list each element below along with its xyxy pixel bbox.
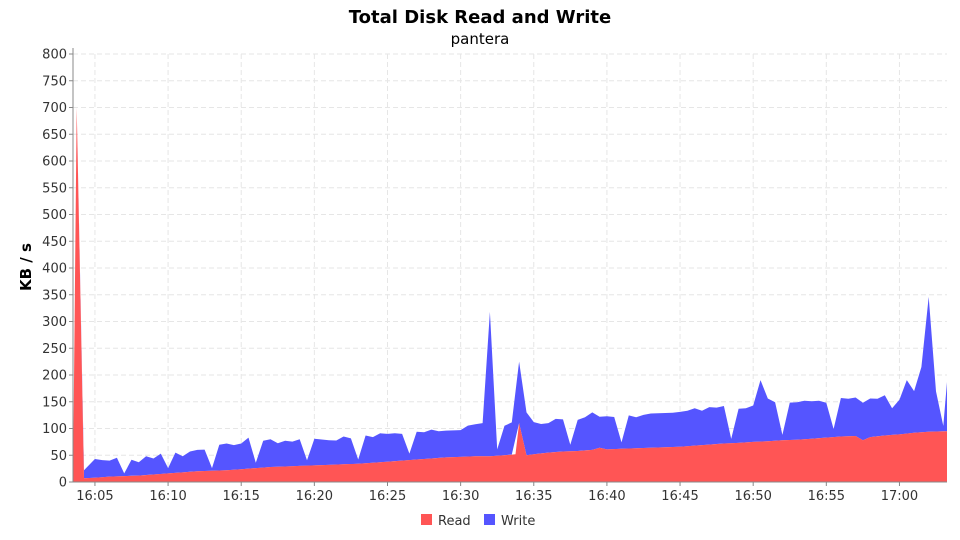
x-tick-label: 16:30 <box>442 489 479 504</box>
chart-title: Total Disk Read and Write <box>349 7 611 28</box>
legend-write-swatch <box>484 514 495 525</box>
series-read-area <box>73 107 947 482</box>
x-tick-label: 16:15 <box>222 489 259 504</box>
y-tick-label: 500 <box>42 208 67 223</box>
y-tick-label: 600 <box>42 155 67 170</box>
legend-read-label: Read <box>438 514 471 529</box>
legend: Read Write <box>421 514 535 529</box>
x-tick-label: 16:10 <box>149 489 186 504</box>
y-tick-label: 200 <box>42 369 67 384</box>
chart-subtitle: pantera <box>451 30 510 48</box>
x-tick-label: 16:05 <box>76 489 113 504</box>
y-tick-label: 300 <box>42 315 67 330</box>
y-tick-label: 400 <box>42 262 67 277</box>
y-tick-label: 350 <box>42 288 67 303</box>
x-tick-label: 16:55 <box>808 489 845 504</box>
x-tick-label: 16:40 <box>588 489 625 504</box>
x-tick-label: 16:45 <box>661 489 698 504</box>
legend-read-swatch <box>421 514 432 525</box>
y-tick-label: 0 <box>59 476 67 491</box>
x-tick-label: 17:00 <box>881 489 918 504</box>
y-tick-label: 450 <box>42 235 67 250</box>
y-tick-label: 800 <box>42 48 67 63</box>
y-tick-label: 100 <box>42 422 67 437</box>
y-tick-label: 700 <box>42 101 67 116</box>
y-tick-label: 50 <box>50 449 67 464</box>
legend-write-label: Write <box>501 514 535 529</box>
x-tick-label: 16:35 <box>515 489 552 504</box>
y-tick-label: 650 <box>42 128 67 143</box>
plot-areas <box>73 107 947 482</box>
y-tick-label: 550 <box>42 181 67 196</box>
y-axis-label: KB / s <box>17 243 35 291</box>
axes: 0 50 100 150 200 250 300 350 400 450 500 550 600 650 7… <box>42 48 947 504</box>
y-tick-label: 250 <box>42 342 67 357</box>
x-tick-label: 16:25 <box>369 489 406 504</box>
y-tick-label: 150 <box>42 395 67 410</box>
x-tick-label: 16:20 <box>296 489 333 504</box>
x-tick-label: 16:50 <box>734 489 771 504</box>
y-tick-label: 750 <box>42 74 67 89</box>
